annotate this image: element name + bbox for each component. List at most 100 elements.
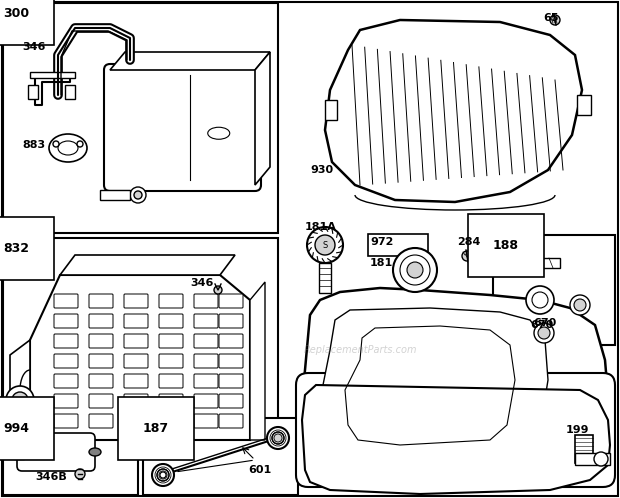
Text: 930: 930 bbox=[310, 165, 333, 175]
FancyBboxPatch shape bbox=[194, 414, 218, 428]
Circle shape bbox=[77, 141, 83, 147]
Bar bbox=[319, 263, 331, 293]
Text: 181: 181 bbox=[370, 258, 393, 268]
FancyBboxPatch shape bbox=[89, 354, 113, 368]
Polygon shape bbox=[298, 288, 610, 490]
Bar bbox=[3, 238, 278, 453]
Circle shape bbox=[6, 386, 34, 414]
Bar bbox=[368, 234, 428, 256]
Bar bbox=[3, 3, 278, 233]
FancyBboxPatch shape bbox=[104, 64, 261, 191]
FancyBboxPatch shape bbox=[219, 334, 243, 348]
Text: 670: 670 bbox=[533, 318, 556, 328]
Circle shape bbox=[8, 446, 20, 458]
Circle shape bbox=[267, 427, 289, 449]
Circle shape bbox=[570, 295, 590, 315]
Polygon shape bbox=[320, 308, 548, 458]
Text: 832: 832 bbox=[3, 242, 29, 254]
FancyBboxPatch shape bbox=[89, 414, 113, 428]
Circle shape bbox=[534, 323, 554, 343]
FancyBboxPatch shape bbox=[124, 294, 148, 308]
FancyBboxPatch shape bbox=[194, 354, 218, 368]
FancyBboxPatch shape bbox=[159, 354, 183, 368]
FancyBboxPatch shape bbox=[124, 354, 148, 368]
Text: 346: 346 bbox=[190, 278, 213, 288]
Bar bbox=[14, 445, 24, 459]
FancyBboxPatch shape bbox=[159, 334, 183, 348]
FancyBboxPatch shape bbox=[17, 433, 95, 471]
Polygon shape bbox=[250, 282, 265, 440]
Polygon shape bbox=[30, 72, 75, 78]
Circle shape bbox=[550, 15, 560, 25]
Ellipse shape bbox=[208, 127, 230, 139]
Bar bbox=[3, 418, 138, 495]
Text: 65: 65 bbox=[543, 13, 559, 23]
FancyBboxPatch shape bbox=[194, 294, 218, 308]
Circle shape bbox=[526, 286, 554, 314]
FancyBboxPatch shape bbox=[194, 374, 218, 388]
FancyBboxPatch shape bbox=[219, 294, 243, 308]
FancyBboxPatch shape bbox=[54, 354, 78, 368]
FancyBboxPatch shape bbox=[124, 394, 148, 408]
Polygon shape bbox=[325, 20, 582, 202]
FancyBboxPatch shape bbox=[89, 334, 113, 348]
Text: 346B: 346B bbox=[35, 472, 67, 482]
Ellipse shape bbox=[89, 448, 101, 456]
Circle shape bbox=[214, 286, 222, 294]
Text: 670: 670 bbox=[530, 320, 553, 330]
Bar bbox=[575, 453, 610, 465]
Circle shape bbox=[532, 292, 548, 308]
FancyBboxPatch shape bbox=[54, 414, 78, 428]
FancyBboxPatch shape bbox=[89, 374, 113, 388]
Text: 601: 601 bbox=[248, 465, 272, 475]
Bar bbox=[100, 190, 130, 200]
Text: S: S bbox=[411, 265, 419, 275]
Circle shape bbox=[272, 432, 284, 444]
Polygon shape bbox=[255, 52, 270, 185]
Circle shape bbox=[152, 464, 174, 486]
Circle shape bbox=[462, 251, 472, 261]
FancyBboxPatch shape bbox=[219, 374, 243, 388]
FancyBboxPatch shape bbox=[194, 394, 218, 408]
Circle shape bbox=[39, 34, 47, 42]
Bar bbox=[577, 95, 591, 115]
FancyBboxPatch shape bbox=[159, 414, 183, 428]
Text: 346: 346 bbox=[22, 42, 45, 52]
Circle shape bbox=[160, 472, 166, 478]
Polygon shape bbox=[30, 275, 250, 440]
Circle shape bbox=[12, 392, 28, 408]
FancyBboxPatch shape bbox=[124, 334, 148, 348]
Circle shape bbox=[574, 299, 586, 311]
Text: 188: 188 bbox=[493, 239, 519, 251]
FancyBboxPatch shape bbox=[159, 294, 183, 308]
Circle shape bbox=[75, 469, 85, 479]
Bar bbox=[28, 85, 38, 99]
Circle shape bbox=[407, 262, 423, 278]
Circle shape bbox=[130, 187, 146, 203]
FancyBboxPatch shape bbox=[54, 334, 78, 348]
FancyBboxPatch shape bbox=[54, 394, 78, 408]
Polygon shape bbox=[60, 255, 235, 275]
Circle shape bbox=[400, 255, 430, 285]
FancyBboxPatch shape bbox=[219, 314, 243, 328]
Text: 883: 883 bbox=[22, 140, 45, 150]
Bar bbox=[143, 418, 298, 495]
FancyBboxPatch shape bbox=[89, 394, 113, 408]
Circle shape bbox=[134, 191, 142, 199]
FancyBboxPatch shape bbox=[159, 314, 183, 328]
FancyBboxPatch shape bbox=[219, 354, 243, 368]
FancyBboxPatch shape bbox=[54, 294, 78, 308]
Bar bbox=[65, 85, 75, 99]
Text: S: S bbox=[322, 241, 327, 249]
Ellipse shape bbox=[49, 134, 87, 162]
Circle shape bbox=[157, 469, 169, 481]
FancyBboxPatch shape bbox=[194, 314, 218, 328]
Text: 181A: 181A bbox=[305, 222, 337, 232]
FancyBboxPatch shape bbox=[219, 394, 243, 408]
Text: 187: 187 bbox=[143, 421, 169, 434]
Polygon shape bbox=[302, 385, 610, 494]
Circle shape bbox=[307, 227, 343, 263]
Circle shape bbox=[53, 141, 59, 147]
FancyBboxPatch shape bbox=[54, 374, 78, 388]
Circle shape bbox=[594, 452, 608, 466]
